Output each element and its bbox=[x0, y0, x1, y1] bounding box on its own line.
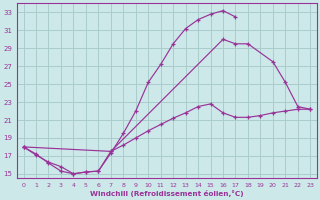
X-axis label: Windchill (Refroidissement éolien,°C): Windchill (Refroidissement éolien,°C) bbox=[90, 190, 244, 197]
